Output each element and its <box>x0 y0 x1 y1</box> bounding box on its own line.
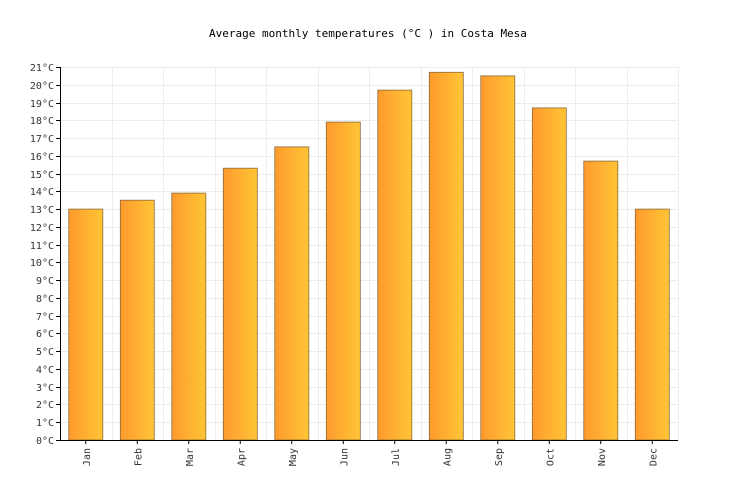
bar-jul <box>377 89 413 441</box>
x-tick-label-mar: Mar <box>185 448 196 466</box>
y-tick-label-3: 3°C <box>36 383 54 394</box>
bar-mar <box>171 192 207 441</box>
y-tick-label-4: 4°C <box>36 365 54 376</box>
x-tick-label-nov: Nov <box>597 448 608 466</box>
x-tick-label-dec: Dec <box>648 448 659 466</box>
bar-feb <box>119 199 155 441</box>
bar-sep <box>480 75 516 441</box>
y-tick-label-16: 16°C <box>30 152 54 163</box>
y-tick-label-1: 1°C <box>36 418 54 429</box>
x-tick-label-sep: Sep <box>494 448 505 466</box>
y-tick-label-6: 6°C <box>36 329 54 340</box>
bar-dec <box>634 208 670 441</box>
x-tick-label-jun: Jun <box>339 448 350 466</box>
x-tick-label-feb: Feb <box>133 448 144 466</box>
y-tick-label-19: 19°C <box>30 99 54 110</box>
y-tick-label-0: 0°C <box>36 436 54 447</box>
y-tick-label-10: 10°C <box>30 258 54 269</box>
y-tick-label-11: 11°C <box>30 241 54 252</box>
x-tick-label-jan: Jan <box>82 448 93 466</box>
y-tick-label-21: 21°C <box>30 63 54 74</box>
y-tick-label-12: 12°C <box>30 223 54 234</box>
x-tick-label-may: May <box>288 448 299 466</box>
bar-jan <box>68 208 104 441</box>
x-tick-label-apr: Apr <box>236 448 247 466</box>
bar-apr <box>222 167 258 441</box>
y-tick-label-17: 17°C <box>30 134 54 145</box>
y-tick-label-18: 18°C <box>30 116 54 127</box>
bars <box>68 71 670 441</box>
bar-oct <box>531 107 567 441</box>
x-tick-label-jul: Jul <box>391 448 402 466</box>
y-tick-label-14: 14°C <box>30 187 54 198</box>
y-tick-label-8: 8°C <box>36 294 54 305</box>
x-tick-labels: Jan Feb Mar Apr May Jun Jul Aug Sep Oct Nov Dec <box>82 440 659 466</box>
x-tick-label-aug: Aug <box>442 448 453 466</box>
bar-nov <box>583 160 619 441</box>
axes <box>60 67 678 441</box>
bar-jun <box>325 121 361 441</box>
y-tick-label-20: 20°C <box>30 81 54 92</box>
bar-may <box>274 146 310 441</box>
x-tick-label-oct: Oct <box>545 448 556 466</box>
bar-aug <box>428 71 464 441</box>
chart-title: Average monthly temperatures (°C ) in Co… <box>209 27 527 40</box>
y-tick-label-2: 2°C <box>36 400 54 411</box>
y-tick-label-15: 15°C <box>30 170 54 181</box>
y-tick-label-7: 7°C <box>36 312 54 323</box>
y-tick-label-9: 9°C <box>36 276 54 287</box>
y-tick-labels: 0°C 1°C 2°C 3°C 4°C 5°C 6°C 7°C 8°C 9°C 10°C 11°C 12… <box>30 63 60 447</box>
y-tick-label-13: 13°C <box>30 205 54 216</box>
y-tick-label-5: 5°C <box>36 347 54 358</box>
